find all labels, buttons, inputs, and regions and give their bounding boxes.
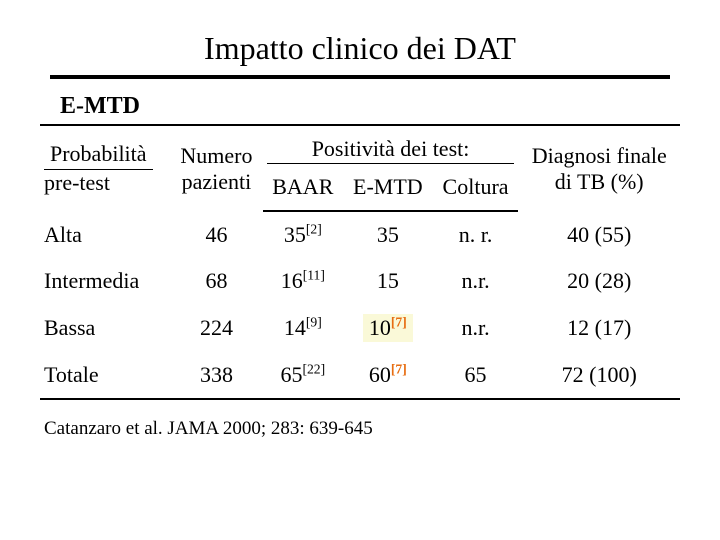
cell-baar: 16[11]: [263, 258, 343, 304]
row-label: Totale: [40, 352, 170, 399]
cell-emtd: 60[7]: [343, 352, 433, 399]
table-row: Totale33865[22]60[7]6572 (100): [40, 352, 680, 399]
cell-emtd: 15: [343, 258, 433, 304]
cell-pazienti: 224: [170, 304, 262, 352]
col-coltura: Coltura: [433, 164, 519, 211]
cell-baar: 65[22]: [263, 352, 343, 399]
col-probabilita: Probabilità pre-test: [40, 125, 170, 211]
row-label: Alta: [40, 211, 170, 258]
cell-pazienti: 46: [170, 211, 262, 258]
title-rule: [50, 75, 670, 79]
citation: Catanzaro et al. JAMA 2000; 283: 639-645: [40, 418, 680, 440]
col-diagnosi: Diagnosi finale di TB (%): [518, 125, 680, 211]
cell-pazienti: 338: [170, 352, 262, 399]
col-numero: Numero pazienti: [170, 125, 262, 211]
table-row: Intermedia6816[11]15n.r.20 (28): [40, 258, 680, 304]
cell-baar: 14[9]: [263, 304, 343, 352]
col-positivita: Positività dei test:: [263, 125, 519, 164]
table-row: Alta4635[2]35n. r.40 (55): [40, 211, 680, 258]
cell-coltura: n. r.: [433, 211, 519, 258]
cell-diagnosi: 20 (28): [518, 258, 680, 304]
col-emtd: E-MTD: [343, 164, 433, 211]
cell-coltura: n.r.: [433, 304, 519, 352]
table-row: Bassa22414[9]10[7]n.r.12 (17): [40, 304, 680, 352]
col-baar: BAAR: [263, 164, 343, 211]
slide-subtitle: E-MTD: [60, 93, 680, 120]
cell-pazienti: 68: [170, 258, 262, 304]
cell-coltura: n.r.: [433, 258, 519, 304]
slide-title: Impatto clinico dei DAT: [40, 30, 680, 67]
row-label: Intermedia: [40, 258, 170, 304]
cell-coltura: 65: [433, 352, 519, 399]
row-label: Bassa: [40, 304, 170, 352]
cell-diagnosi: 40 (55): [518, 211, 680, 258]
cell-emtd: 10[7]: [343, 304, 433, 352]
cell-diagnosi: 12 (17): [518, 304, 680, 352]
cell-emtd: 35: [343, 211, 433, 258]
cell-baar: 35[2]: [263, 211, 343, 258]
data-table: Probabilità pre-test Numero pazienti Pos…: [40, 124, 680, 400]
cell-diagnosi: 72 (100): [518, 352, 680, 399]
